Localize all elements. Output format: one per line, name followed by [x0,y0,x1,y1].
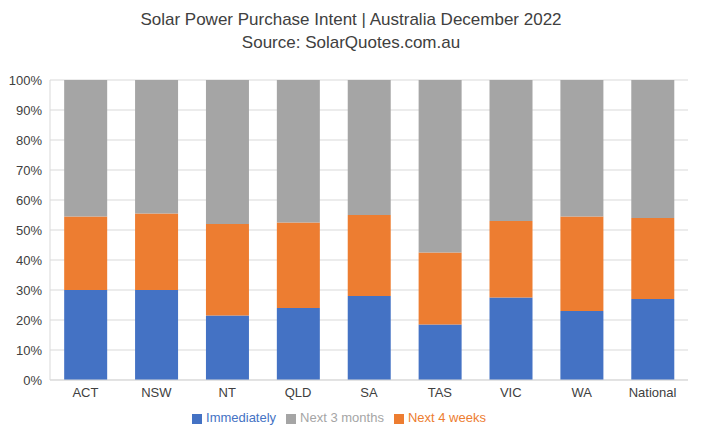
svg-text:TAS: TAS [428,385,453,400]
svg-text:0%: 0% [23,373,42,388]
svg-text:90%: 90% [16,103,42,118]
svg-text:NT: NT [219,385,236,400]
html-text:Next 3 months: Next 3 months [300,410,384,425]
svg-text:SA: SA [360,385,378,400]
svg-text:VIC: VIC [500,385,522,400]
svg-text:80%: 80% [16,133,42,148]
html-text:Immediately: Immediately [206,410,277,425]
svg-text:National: National [629,385,677,400]
html-text:Next 4 weeks: Next 4 weeks [407,410,486,425]
svg-text:20%: 20% [16,313,42,328]
svg-text:10%: 10% [16,343,42,358]
html-text:Solar Power Purchase Intent |: Solar Power Purchase Intent | Australia … [140,10,562,29]
svg-text:WA: WA [571,385,592,400]
svg-text:30%: 30% [16,283,42,298]
svg-text:100%: 100% [9,73,43,88]
svg-text:40%: 40% [16,253,42,268]
svg-text:ACT: ACT [72,385,98,400]
svg-text:60%: 60% [16,193,42,208]
svg-text:QLD: QLD [285,385,312,400]
svg-text:50%: 50% [16,223,42,238]
html-text:Source: SolarQuotes.com.au: Source: SolarQuotes.com.au [241,33,461,52]
svg-text:70%: 70% [16,163,42,178]
svg-text:NSW: NSW [141,385,172,400]
